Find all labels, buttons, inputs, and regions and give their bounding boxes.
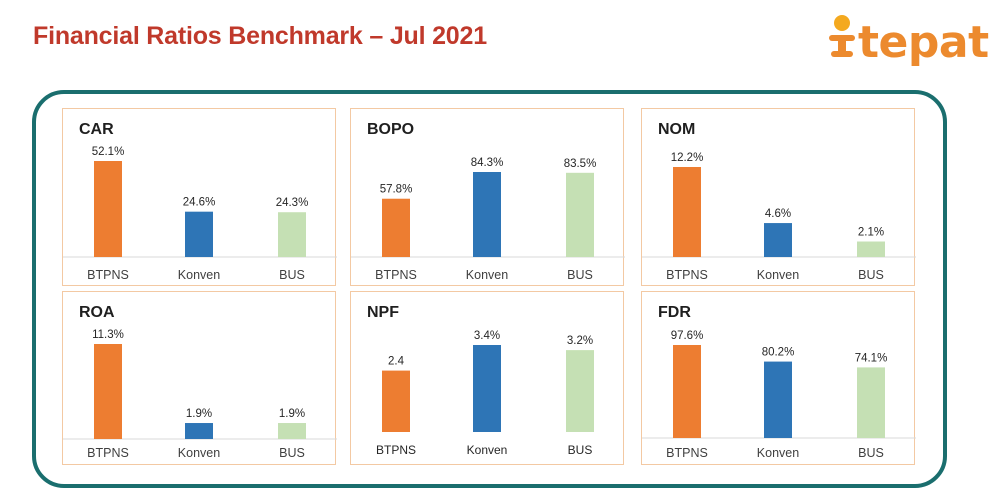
bar-bus — [566, 350, 594, 432]
bar-bus — [566, 172, 594, 257]
chart-panel-roa: ROA 11.3% BTPNS 1.9% Konven 1.9% BUS — [62, 291, 337, 465]
category-label: Konven — [178, 268, 220, 282]
category-label: BUS — [858, 268, 884, 282]
chart-nom: NOM 12.2% BTPNS 4.6% Konven 2.1% BUS — [642, 121, 916, 282]
bar-konven — [473, 345, 501, 432]
data-label: 3.4% — [474, 330, 500, 342]
data-label: 83.5% — [564, 158, 597, 170]
chart-bopo: BOPO 57.8% BTPNS 84.3% Konven 83.5% BUS — [351, 121, 625, 282]
bar-konven — [185, 423, 213, 439]
tepat-logo: tepat — [826, 12, 989, 72]
chart-title: NPF — [367, 304, 399, 321]
data-label: 24.6% — [183, 197, 216, 209]
bar-konven — [473, 172, 501, 257]
chart-title: CAR — [79, 121, 114, 138]
person-icon — [829, 15, 855, 57]
bar-konven — [764, 223, 792, 257]
category-label: BTPNS — [376, 443, 416, 457]
data-label: 52.1% — [92, 146, 125, 158]
data-label: 24.3% — [276, 197, 309, 209]
category-label: BTPNS — [666, 446, 708, 460]
chart-panel-npf: NPF 2.4 BTPNS 3.4% Konven 3.2% BUS — [350, 291, 624, 465]
category-label: Konven — [757, 446, 799, 460]
category-label: BUS — [279, 446, 305, 460]
category-label: BTPNS — [87, 268, 129, 282]
logo-text: tepat — [858, 17, 989, 68]
category-label: BTPNS — [87, 446, 129, 460]
bar-konven — [185, 211, 213, 257]
bar-btpns — [94, 344, 122, 439]
bar-btpns — [382, 370, 410, 432]
bar-konven — [764, 361, 792, 438]
bar-bus — [278, 423, 306, 439]
category-label: BUS — [567, 268, 593, 282]
chart-title: FDR — [658, 304, 691, 321]
bar-bus — [857, 367, 885, 438]
chart-title: BOPO — [367, 121, 414, 138]
category-label: BUS — [568, 443, 593, 457]
page-title: Financial Ratios Benchmark – Jul 2021 — [33, 22, 487, 50]
chart-panel-bopo: BOPO 57.8% BTPNS 84.3% Konven 83.5% BUS — [350, 108, 625, 286]
charts-frame — [32, 90, 947, 488]
chart-car: CAR 52.1% BTPNS 24.6% Konven 24.3% BUS — [63, 121, 337, 282]
chart-panel-car: CAR 52.1% BTPNS 24.6% Konven 24.3% BUS — [62, 108, 337, 286]
bar-btpns — [673, 167, 701, 257]
chart-title: NOM — [658, 121, 695, 138]
category-label: BUS — [279, 268, 305, 282]
category-label: Konven — [757, 268, 799, 282]
data-label: 2.1% — [858, 227, 884, 239]
category-label: Konven — [466, 268, 508, 282]
category-label: BUS — [858, 446, 884, 460]
chart-panel-fdr: FDR 97.6% BTPNS 80.2% Konven 74.1% BUS — [641, 291, 916, 465]
data-label: 74.1% — [855, 352, 888, 364]
bar-bus — [278, 212, 306, 257]
chart-fdr: FDR 97.6% BTPNS 80.2% Konven 74.1% BUS — [642, 304, 916, 460]
category-label: BTPNS — [666, 268, 708, 282]
data-label: 84.3% — [471, 157, 504, 169]
data-label: 12.2% — [671, 152, 704, 164]
bar-bus — [857, 241, 885, 257]
chart-panel-nom: NOM 12.2% BTPNS 4.6% Konven 2.1% BUS — [641, 108, 916, 286]
chart-title: ROA — [79, 304, 115, 321]
bar-btpns — [673, 345, 701, 438]
data-label: 80.2% — [762, 347, 795, 359]
bar-btpns — [94, 161, 122, 257]
data-label: 1.9% — [186, 408, 212, 420]
data-label: 4.6% — [765, 208, 791, 220]
category-label: BTPNS — [375, 268, 417, 282]
category-label: Konven — [178, 446, 220, 460]
bar-btpns — [382, 198, 410, 257]
chart-npf: NPF 2.4 BTPNS 3.4% Konven 3.2% BUS — [367, 304, 594, 457]
data-label: 2.4 — [388, 356, 405, 368]
data-label: 11.3% — [92, 329, 124, 341]
category-label: Konven — [467, 443, 508, 457]
data-label: 3.2% — [567, 335, 593, 347]
data-label: 1.9% — [279, 408, 305, 420]
data-label: 57.8% — [380, 184, 413, 196]
data-label: 97.6% — [671, 330, 704, 342]
chart-roa: ROA 11.3% BTPNS 1.9% Konven 1.9% BUS — [63, 304, 337, 460]
